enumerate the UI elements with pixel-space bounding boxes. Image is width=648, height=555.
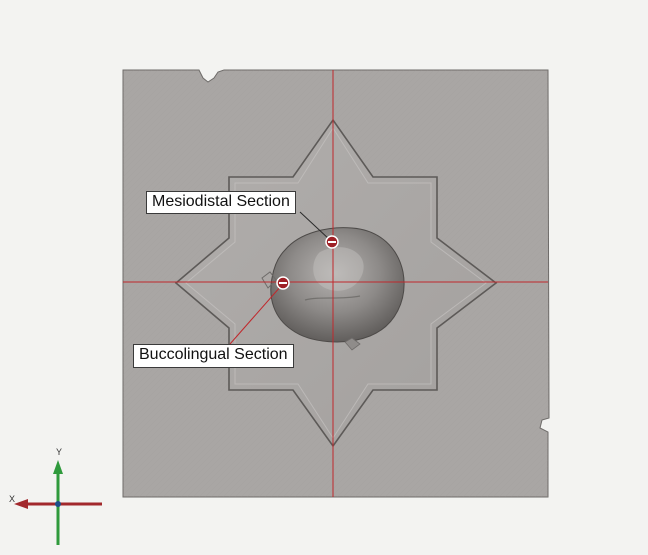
buccolingual-section-label: Buccolingual Section bbox=[133, 344, 294, 368]
buccolingual-leader bbox=[229, 285, 282, 345]
x-axis-arrowhead bbox=[14, 499, 28, 509]
y-axis-label: Y bbox=[56, 447, 63, 457]
mesiodistal-section-label: Mesiodistal Section bbox=[146, 191, 296, 214]
specimen-fragment-2 bbox=[344, 337, 361, 351]
x-axis-label: X bbox=[9, 494, 16, 504]
tooth-groove bbox=[304, 295, 361, 301]
axis-origin bbox=[55, 501, 61, 507]
tooth-cusp-highlight bbox=[313, 247, 364, 291]
specimen-fragment bbox=[261, 271, 277, 289]
section-marker-icon[interactable] bbox=[276, 276, 290, 290]
mesiodistal-leader bbox=[299, 211, 331, 241]
section-marker-icon[interactable] bbox=[325, 235, 339, 249]
axis-gizmo bbox=[14, 460, 102, 545]
tooth-crown[interactable] bbox=[270, 227, 405, 343]
y-axis-arrowhead bbox=[53, 460, 63, 474]
